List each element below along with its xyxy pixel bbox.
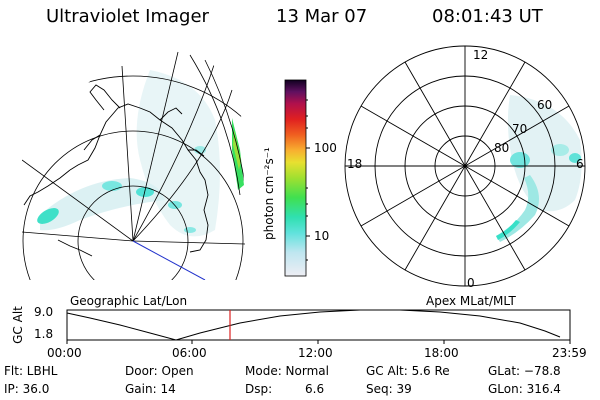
- status-dsp-value: 6.6: [305, 382, 325, 396]
- colorbar: [284, 79, 307, 277]
- mlat-label-80: 80: [494, 141, 510, 155]
- date-label: 13 Mar 07: [276, 6, 368, 27]
- coastline: [23, 84, 209, 257]
- status-ip: IP: 36.0: [4, 382, 50, 396]
- orbit-altitude-curve: [66, 309, 561, 341]
- geographic-map: [22, 51, 248, 280]
- left-panel-label: Geographic Lat/Lon: [70, 294, 188, 308]
- colorbar-ticks: [306, 99, 310, 261]
- orbit-xtick-00: 00:00: [47, 346, 82, 360]
- status-gain: Gain: 14: [125, 382, 176, 396]
- time-label: 08:01:43 UT: [432, 6, 543, 27]
- colorbar-tick-10: 10: [314, 229, 330, 243]
- status-seq: Seq: 39: [366, 382, 412, 396]
- orbit-ylabel: GC Alt: [11, 306, 25, 344]
- status-glon: GLon: 316.4: [488, 382, 561, 396]
- auroral-emission-right: [496, 95, 582, 242]
- instrument-title: Ultraviolet Imager: [46, 6, 209, 27]
- orbit-xtick-18: 18:00: [424, 346, 459, 360]
- orbit-ytick-9: 9.0: [34, 305, 54, 319]
- status-glat: GLat: −78.8: [488, 364, 561, 378]
- status-dsp-label: Dsp:: [245, 382, 273, 396]
- orbit-xtick-12: 12:00: [298, 346, 333, 360]
- colorbar-unit-label: photon cm⁻²s⁻¹: [262, 147, 276, 240]
- subsolar-meridian: [132, 240, 206, 280]
- mlt-label-0: 0: [467, 276, 475, 290]
- polar-plot: [496, 95, 582, 242]
- orbit-xtick-2359: 23:59: [552, 346, 587, 360]
- orbit-ytick-1-8: 1.8: [34, 327, 54, 341]
- polar-grid: [344, 45, 586, 287]
- orbit-xticks: [66, 340, 571, 344]
- orbit-xtick-06: 06:00: [172, 346, 207, 360]
- status-door: Door: Open: [125, 364, 194, 378]
- mlat-label-60: 60: [537, 98, 553, 112]
- mlt-label-6: 6: [576, 157, 584, 171]
- status-mode: Mode: Normal: [245, 364, 329, 378]
- status-gc-alt: GC Alt: 5.6 Re: [366, 364, 450, 378]
- orbit-plot-frame: [66, 309, 571, 341]
- graticule: [22, 51, 248, 280]
- mlt-label-12: 12: [473, 48, 489, 62]
- status-flt: Flt: LBHL: [4, 364, 58, 378]
- mlt-label-18: 18: [347, 157, 363, 171]
- mlat-label-70: 70: [512, 122, 528, 136]
- right-panel-label: Apex MLat/MLT: [426, 294, 516, 308]
- colorbar-tick-100: 100: [314, 141, 337, 155]
